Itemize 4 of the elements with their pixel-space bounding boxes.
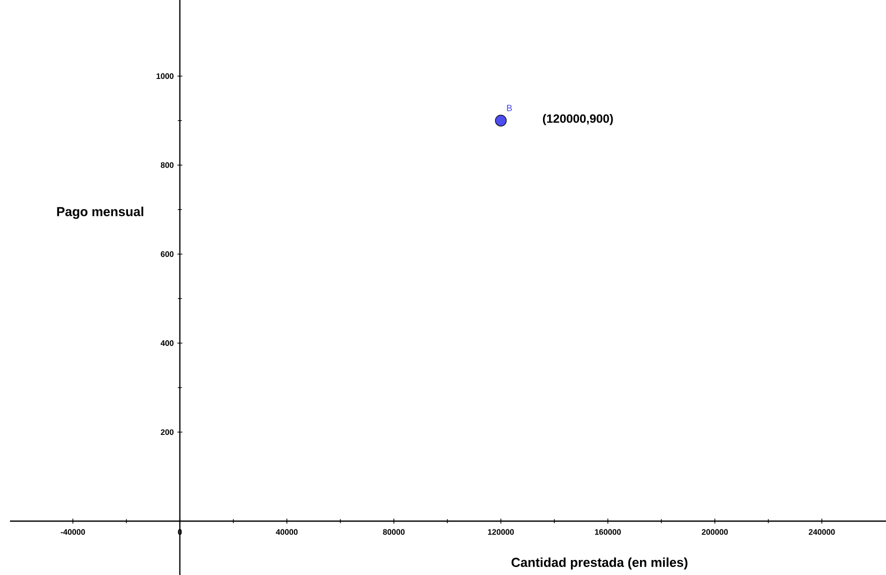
x-axis-title: Cantidad prestada (en miles): [512, 557, 688, 570]
y-axis-title: Pago mensual: [57, 206, 144, 219]
annotation: (120000,900): [542, 114, 613, 126]
series-label: B: [507, 104, 512, 112]
